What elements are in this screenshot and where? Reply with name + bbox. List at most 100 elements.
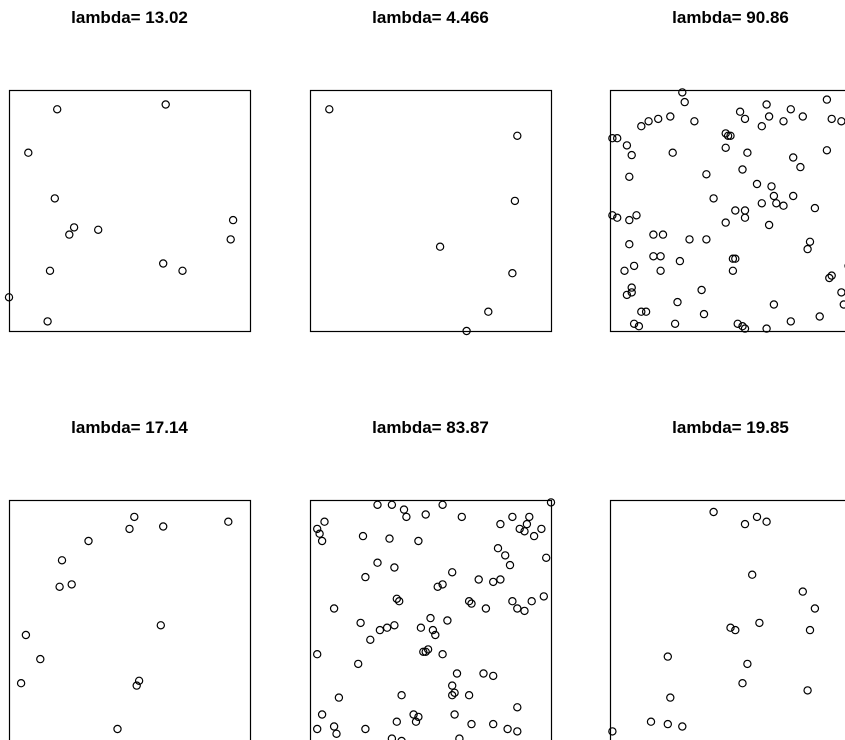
scatter-point (515, 524, 524, 534)
scatter-point (443, 616, 452, 625)
scatter-point (125, 524, 134, 534)
scatter-point (161, 100, 170, 109)
scatter-point (757, 121, 767, 131)
scatter-point (479, 669, 488, 678)
scatter-point (361, 724, 370, 734)
scatter-point (743, 659, 752, 669)
scatter-point (822, 95, 832, 104)
scatter-point (433, 582, 442, 592)
scatter-point (228, 215, 238, 225)
scatter-point (50, 194, 60, 203)
scatter-point (608, 133, 617, 143)
scatter-point (654, 114, 663, 124)
scatter-point (537, 524, 546, 534)
scatter-point (520, 606, 529, 616)
scatter-point (457, 512, 466, 522)
scatter-point (431, 630, 440, 640)
scatter-point (728, 254, 738, 263)
scatter-point (508, 512, 517, 522)
panel-title-3: lambda= 90.86 (672, 8, 789, 27)
scatter-point (608, 211, 617, 220)
scatter-point (752, 179, 762, 189)
scatter-point (467, 719, 476, 729)
panel-title-1: lambda= 13.02 (71, 8, 188, 27)
scatter-point (733, 319, 742, 328)
scatter-point (810, 203, 820, 213)
scatter-point (786, 317, 796, 326)
scatter-point (762, 100, 771, 109)
scatter-point (373, 500, 382, 509)
plot-frame-2 (309, 89, 553, 333)
scatter-point (632, 211, 641, 220)
scatter-point (356, 618, 365, 628)
scatter-point (452, 669, 462, 678)
scatter-point (130, 512, 139, 522)
scatter-point (529, 531, 539, 541)
scatter-point (134, 676, 144, 686)
scatter-point (670, 319, 680, 328)
scatter-point (93, 225, 103, 234)
scatter-point (382, 623, 392, 632)
scatter-point (467, 599, 476, 608)
scatter-point (435, 242, 445, 251)
scatter-point (646, 717, 656, 726)
scatter-point (421, 510, 430, 519)
scatter-point (637, 307, 646, 316)
scatter-point (226, 235, 235, 244)
scatter-point (21, 630, 31, 640)
scatter-point (803, 244, 812, 254)
scatter-point (726, 623, 735, 632)
scatter-point (738, 679, 747, 688)
scatter-point (464, 597, 474, 606)
scatter-point (329, 604, 339, 613)
scatter-point (464, 691, 474, 700)
scatter-point (438, 580, 447, 589)
scatter-point (764, 112, 774, 121)
scatter-point (428, 625, 438, 635)
scatter-point (55, 582, 64, 592)
scatter-point (690, 117, 699, 126)
scatter-point (397, 736, 406, 740)
scatter-point (735, 107, 745, 116)
scatter-point (329, 722, 339, 731)
scatter-point (634, 322, 644, 331)
scatter-point (419, 647, 428, 657)
scatter-point (743, 148, 752, 157)
scatter-point (158, 259, 168, 268)
scatter-point (697, 285, 706, 295)
scatter-point (641, 307, 651, 316)
scatter-point (779, 201, 788, 210)
scatter-point (358, 531, 368, 541)
scatter-point (313, 650, 322, 659)
scatter-point (113, 724, 122, 734)
panel-title-5: lambda= 83.87 (372, 418, 489, 437)
scatter-point (625, 215, 634, 225)
scatter-point (546, 498, 556, 507)
scatter-point (520, 527, 529, 536)
scatter-point (699, 309, 709, 319)
scatter-point (158, 522, 168, 531)
scatter-point (474, 575, 483, 584)
scatter-point (313, 524, 322, 534)
scatter-point (721, 129, 730, 138)
scatter-point (644, 117, 653, 126)
scatter-point (450, 710, 459, 719)
scatter-point (36, 654, 45, 664)
scatter-point (448, 691, 457, 700)
scatter-point (421, 647, 430, 657)
scatter-point (738, 322, 747, 331)
scatter-point (822, 146, 832, 155)
scatter-point (629, 319, 639, 328)
scatter-point (484, 307, 493, 316)
scatter-point (762, 324, 771, 333)
scatter-point (178, 266, 187, 275)
scatter-point (4, 293, 14, 302)
scatter-point (501, 551, 510, 560)
scatter-point (416, 623, 426, 632)
scatter-point (740, 213, 750, 222)
plot-frame-4 (8, 499, 252, 740)
scatter-point (387, 500, 397, 509)
scatter-point (839, 300, 845, 309)
scatter-point (805, 625, 815, 635)
scatter-point (796, 162, 805, 172)
